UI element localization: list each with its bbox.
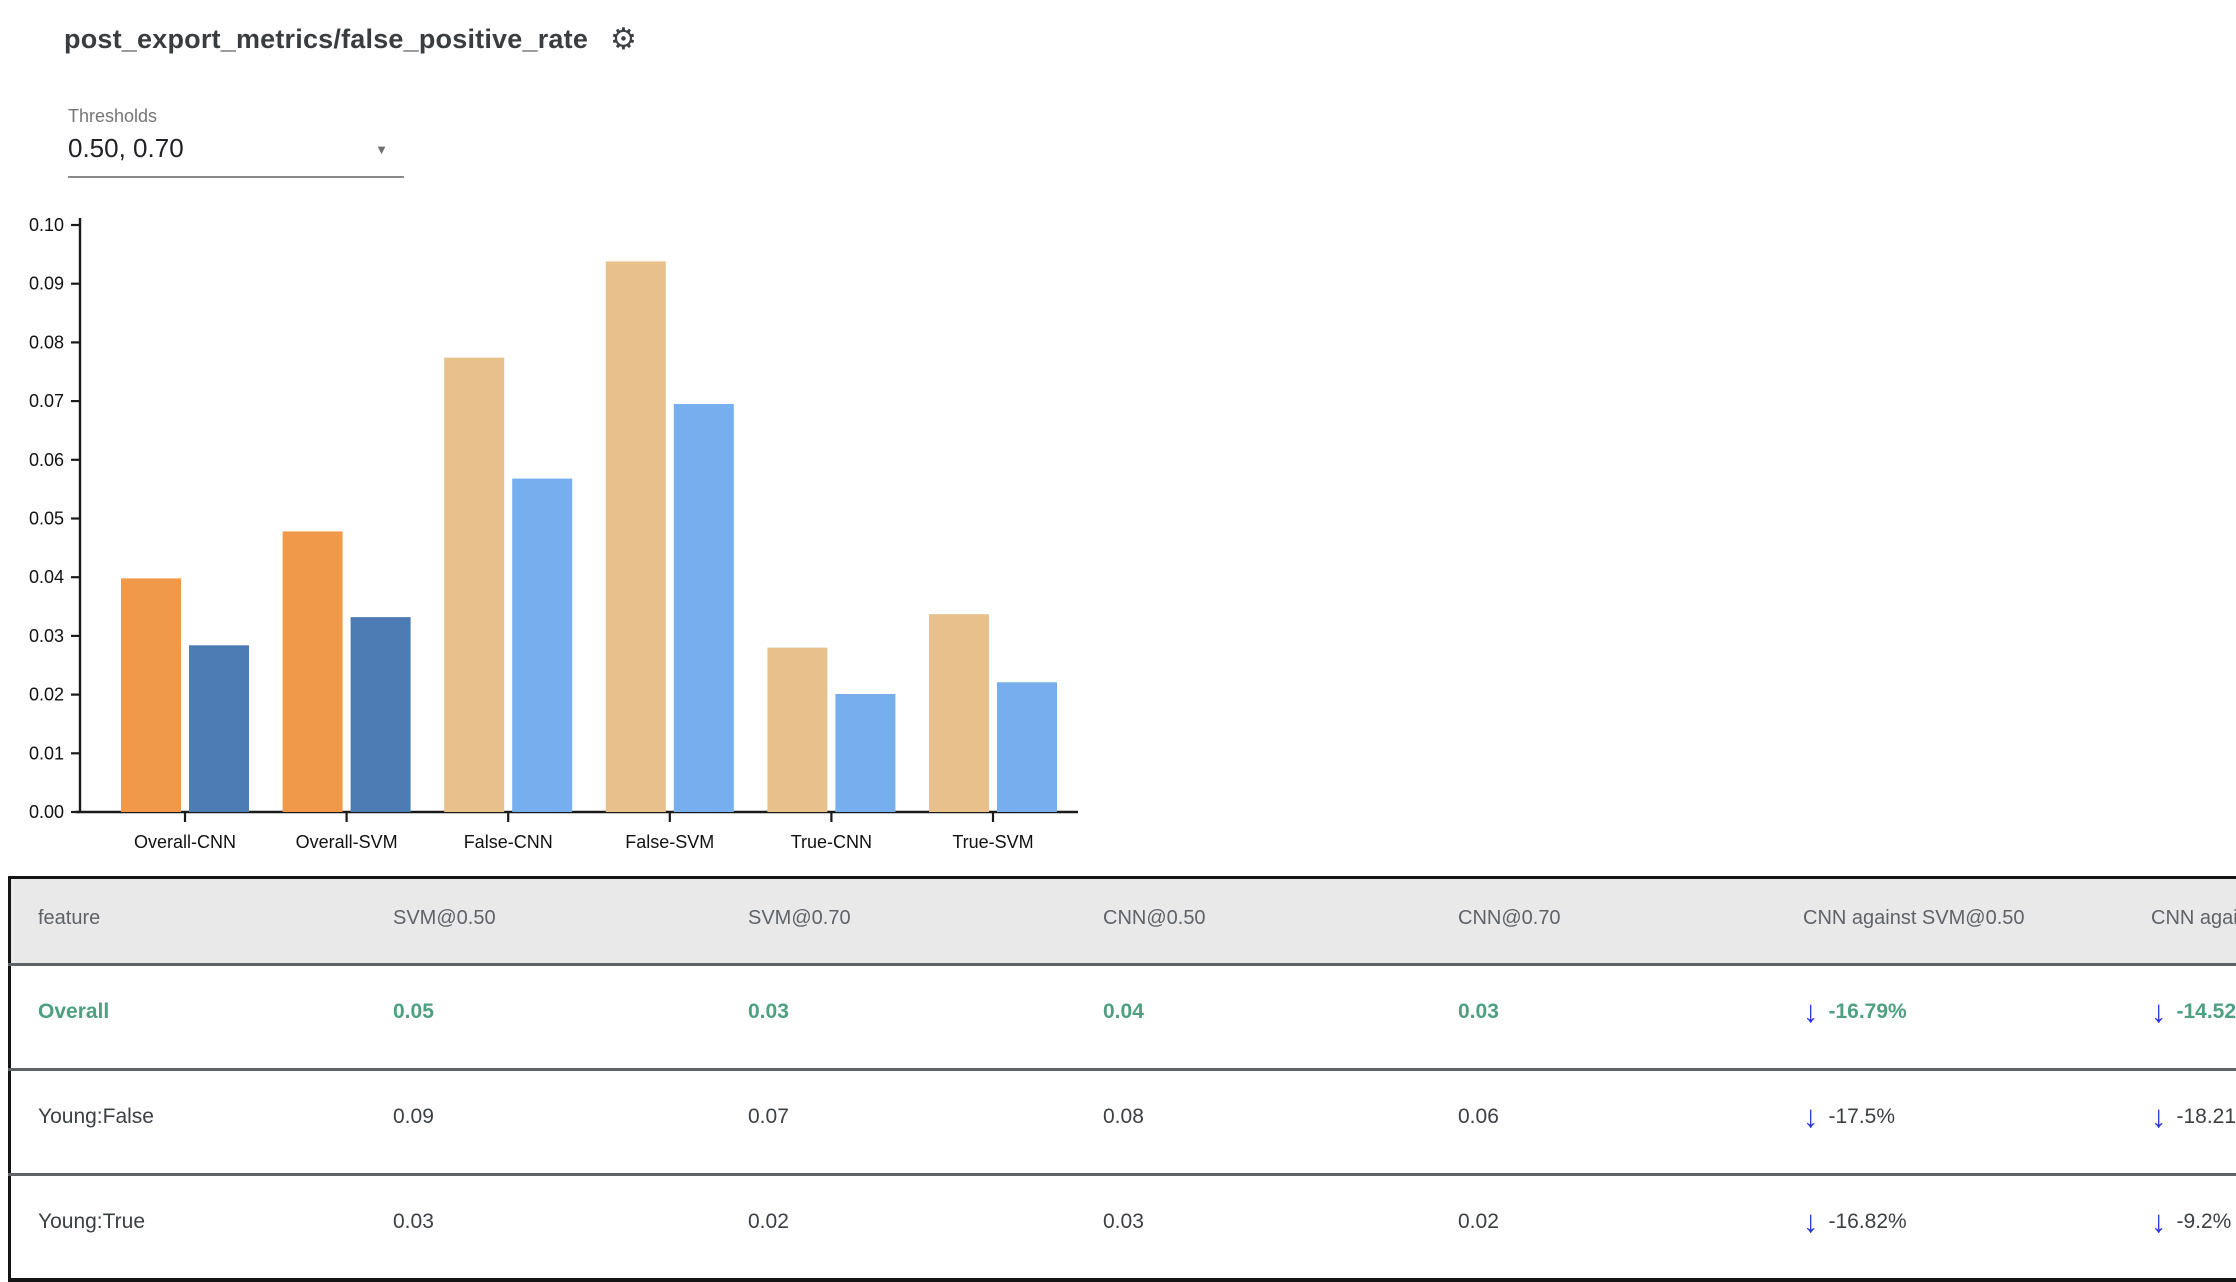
bar[interactable] bbox=[444, 358, 504, 812]
table-body: Overall0.050.030.040.03↓-16.79%↓-14.52%Y… bbox=[10, 965, 2236, 1281]
bar[interactable] bbox=[121, 578, 181, 812]
column-header-feature: feature bbox=[10, 878, 359, 965]
delta-percent: -17.5% bbox=[1829, 1105, 1896, 1129]
down-arrow-icon: ↓ bbox=[1803, 1101, 1819, 1132]
x-tick-label: False-CNN bbox=[464, 832, 553, 852]
metric-value-cell: 0.09 bbox=[358, 1070, 713, 1175]
y-tick-label: 0.02 bbox=[29, 685, 64, 705]
y-tick-label: 0.03 bbox=[29, 626, 64, 646]
metric-value-cell: 0.03 bbox=[358, 1175, 713, 1281]
y-tick-label: 0.04 bbox=[29, 567, 64, 587]
column-header-cnn070: CNN@0.70 bbox=[1423, 878, 1768, 965]
column-header-svm050: SVM@0.50 bbox=[358, 878, 713, 965]
x-tick-label: True-SVM bbox=[952, 832, 1033, 852]
feature-cell: Young:True bbox=[10, 1175, 359, 1281]
y-tick-label: 0.05 bbox=[29, 509, 64, 529]
delta-percent: -14.52% bbox=[2177, 1000, 2236, 1024]
down-arrow-icon: ↓ bbox=[2151, 1206, 2167, 1237]
y-tick-label: 0.06 bbox=[29, 450, 64, 470]
delta-cell: ↓ -9.2% bbox=[2116, 1175, 2236, 1281]
thresholds-label: Thresholds bbox=[68, 106, 404, 127]
y-tick-label: 0.08 bbox=[29, 332, 64, 352]
metric-value-cell: 0.06 bbox=[1423, 1070, 1768, 1175]
page-title: post_export_metrics/false_positive_rate bbox=[64, 24, 588, 55]
column-header-delta070: CNN against SVM@0.70 bbox=[2116, 878, 2236, 965]
metric-value-cell: 0.08 bbox=[1068, 1070, 1423, 1175]
column-header-delta050: CNN against SVM@0.50 bbox=[1768, 878, 2116, 965]
down-arrow-icon: ↓ bbox=[2151, 1101, 2167, 1132]
column-header-cnn050: CNN@0.50 bbox=[1068, 878, 1423, 965]
y-tick-label: 0.01 bbox=[29, 743, 64, 763]
delta-cell: ↓ -16.79% bbox=[1768, 965, 2116, 1070]
bar[interactable] bbox=[189, 645, 249, 812]
bar[interactable] bbox=[929, 614, 989, 812]
x-tick-label: True-CNN bbox=[791, 832, 872, 852]
feature-cell: Overall bbox=[10, 965, 359, 1070]
delta-percent: -9.2% bbox=[2177, 1210, 2232, 1234]
down-arrow-icon: ↓ bbox=[2151, 996, 2167, 1027]
x-tick-label: Overall-CNN bbox=[134, 832, 236, 852]
y-tick-label: 0.00 bbox=[29, 802, 64, 822]
delta-cell: ↓ -18.21% bbox=[2116, 1070, 2236, 1175]
bar-chart: 0.00 0.01 0.02 0.03 0.04 0.05 0.06 0.07 0.08 0.09… bbox=[0, 200, 1120, 870]
down-arrow-icon: ↓ bbox=[1803, 1206, 1819, 1237]
bar[interactable] bbox=[606, 261, 666, 812]
table-header-row: feature SVM@0.50 SVM@0.70 CNN@0.50 CNN@0… bbox=[10, 878, 2236, 965]
thresholds-value: 0.50, 0.70 bbox=[68, 133, 184, 163]
metric-value-cell: 0.07 bbox=[713, 1070, 1068, 1175]
metric-header: post_export_metrics/false_positive_rate … bbox=[64, 24, 637, 55]
metrics-table: feature SVM@0.50 SVM@0.70 CNN@0.50 CNN@0… bbox=[8, 876, 2236, 1282]
bar[interactable] bbox=[351, 617, 411, 812]
thresholds-control: Thresholds 0.50, 0.70 ▼ bbox=[68, 106, 404, 178]
metric-value-cell: 0.03 bbox=[1423, 965, 1768, 1070]
metric-value-cell: 0.02 bbox=[1423, 1175, 1768, 1281]
delta-percent: -18.21% bbox=[2177, 1105, 2236, 1129]
down-arrow-icon: ↓ bbox=[1803, 996, 1819, 1027]
delta-percent: -16.82% bbox=[1829, 1210, 1907, 1234]
y-tick-label: 0.10 bbox=[29, 215, 64, 235]
metric-value-cell: 0.04 bbox=[1068, 965, 1423, 1070]
metric-value-cell: 0.02 bbox=[713, 1175, 1068, 1281]
bar[interactable] bbox=[512, 479, 572, 812]
thresholds-select[interactable]: 0.50, 0.70 ▼ bbox=[68, 133, 404, 178]
metric-value-cell: 0.05 bbox=[358, 965, 713, 1070]
metric-value-cell: 0.03 bbox=[1068, 1175, 1423, 1281]
dropdown-caret-icon: ▼ bbox=[375, 142, 388, 157]
bar[interactable] bbox=[997, 682, 1057, 812]
column-header-svm070: SVM@0.70 bbox=[713, 878, 1068, 965]
y-tick-label: 0.09 bbox=[29, 274, 64, 294]
bar[interactable] bbox=[283, 531, 343, 812]
bar[interactable] bbox=[767, 648, 827, 812]
feature-cell: Young:False bbox=[10, 1070, 359, 1175]
x-tick-label: Overall-SVM bbox=[296, 832, 398, 852]
delta-cell: ↓ -14.52% bbox=[2116, 965, 2236, 1070]
delta-cell: ↓ -16.82% bbox=[1768, 1175, 2116, 1281]
bar[interactable] bbox=[835, 694, 895, 812]
metric-value-cell: 0.03 bbox=[713, 965, 1068, 1070]
x-tick-label: False-SVM bbox=[625, 832, 714, 852]
bar[interactable] bbox=[674, 404, 734, 812]
y-tick-label: 0.07 bbox=[29, 391, 64, 411]
delta-cell: ↓ -17.5% bbox=[1768, 1070, 2116, 1175]
gear-icon[interactable]: ⚙ bbox=[610, 25, 637, 55]
delta-percent: -16.79% bbox=[1829, 1000, 1907, 1024]
